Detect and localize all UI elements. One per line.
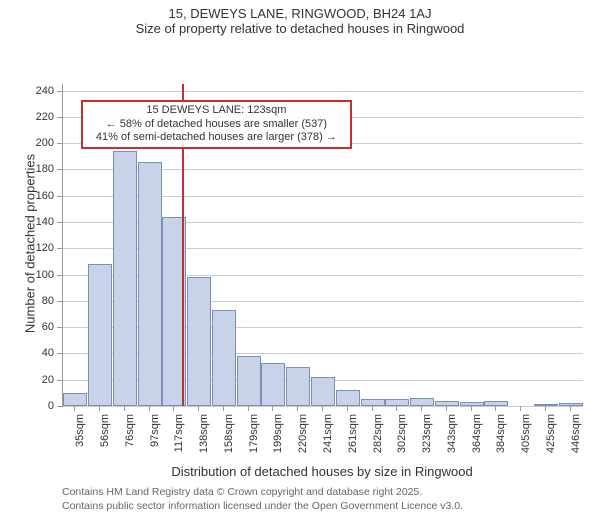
page-title-line1: 15, DEWEYS LANE, RINGWOOD, BH24 1AJ: [0, 0, 600, 21]
ytick-mark: [57, 275, 62, 276]
ytick-mark: [57, 169, 62, 170]
page-title-line2: Size of property relative to detached ho…: [0, 21, 600, 40]
xtick-mark: [248, 406, 249, 411]
xtick-mark: [272, 406, 273, 411]
xtick-mark: [495, 406, 496, 411]
footer-line2: Contains public sector information licen…: [62, 500, 582, 513]
histogram-bar: [88, 264, 112, 406]
ytick-mark: [57, 196, 62, 197]
ytick-mark: [57, 117, 62, 118]
ytick-label: 20: [0, 374, 54, 386]
histogram-bar: [559, 403, 583, 406]
gridline: [63, 406, 583, 407]
x-axis-label: Distribution of detached houses by size …: [62, 464, 582, 479]
histogram-bar: [534, 404, 558, 406]
plot-area: 15 DEWEYS LANE: 123sqm← 58% of detached …: [62, 84, 583, 407]
xtick-mark: [446, 406, 447, 411]
ytick-mark: [57, 380, 62, 381]
ytick-label: 240: [0, 85, 54, 97]
ytick-mark: [57, 248, 62, 249]
gridline: [63, 91, 583, 92]
annotation-line: 15 DEWEYS LANE: 123sqm: [87, 104, 345, 118]
ytick-mark: [57, 327, 62, 328]
annotation-line: 41% of semi-detached houses are larger (…: [87, 131, 345, 145]
histogram-bar: [410, 398, 434, 406]
histogram-bar: [435, 401, 459, 406]
histogram-bar: [113, 151, 137, 406]
histogram-bar: [286, 367, 310, 406]
xtick-mark: [74, 406, 75, 411]
xtick-mark: [520, 406, 521, 411]
xtick-mark: [471, 406, 472, 411]
xtick-mark: [99, 406, 100, 411]
ytick-mark: [57, 91, 62, 92]
xtick-mark: [149, 406, 150, 411]
ytick-mark: [57, 301, 62, 302]
histogram-bar: [311, 377, 335, 406]
xtick-mark: [173, 406, 174, 411]
histogram-bar: [187, 277, 211, 406]
xtick-mark: [198, 406, 199, 411]
histogram-bar: [237, 356, 261, 406]
ytick-mark: [57, 222, 62, 223]
histogram-bar: [261, 363, 285, 406]
histogram-bar: [212, 310, 236, 406]
xtick-mark: [421, 406, 422, 411]
xtick-mark: [223, 406, 224, 411]
histogram-bar: [138, 162, 162, 406]
histogram-bar: [63, 393, 87, 406]
y-axis-label: Number of detached properties: [23, 119, 38, 369]
ytick-mark: [57, 353, 62, 354]
xtick-mark: [297, 406, 298, 411]
xtick-mark: [347, 406, 348, 411]
footer-line1: Contains HM Land Registry data © Crown c…: [62, 486, 582, 500]
histogram-bar: [336, 390, 360, 406]
xtick-mark: [372, 406, 373, 411]
xtick-mark: [570, 406, 571, 411]
xtick-mark: [396, 406, 397, 411]
xtick-mark: [545, 406, 546, 411]
ytick-mark: [57, 406, 62, 407]
annotation-box: 15 DEWEYS LANE: 123sqm← 58% of detached …: [81, 100, 351, 149]
xtick-mark: [322, 406, 323, 411]
xtick-mark: [124, 406, 125, 411]
ytick-label: 0: [0, 400, 54, 412]
ytick-mark: [57, 143, 62, 144]
annotation-line: ← 58% of detached houses are smaller (53…: [87, 118, 345, 132]
